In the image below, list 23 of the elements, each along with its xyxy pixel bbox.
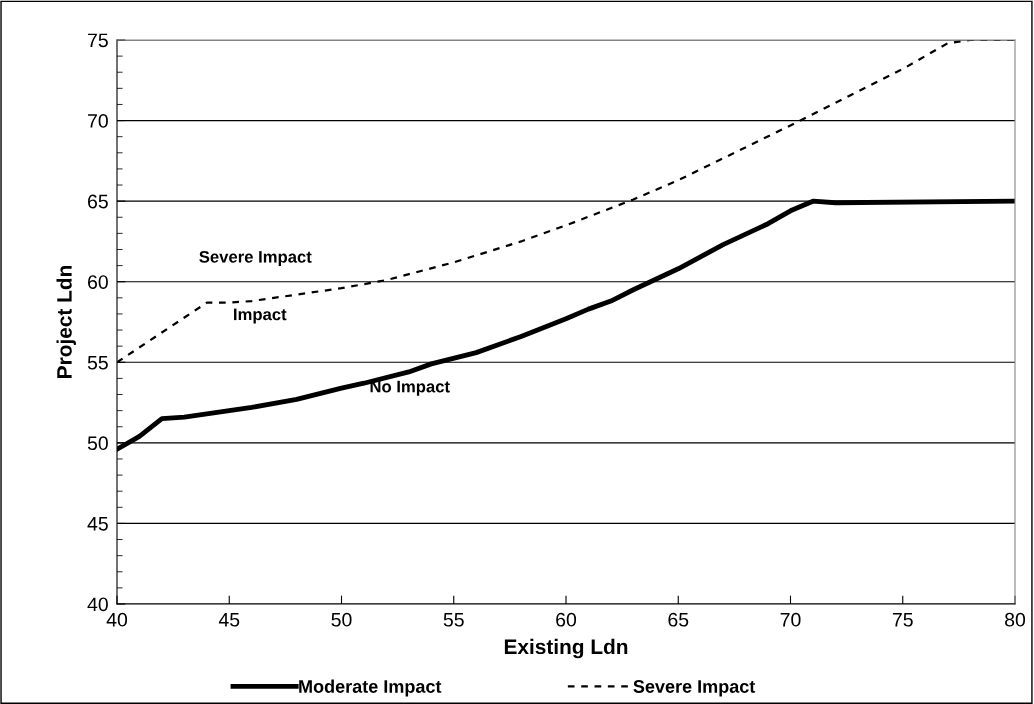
x-axis-title: Existing Ldn [504, 638, 628, 659]
y-tick-label: 50 [87, 436, 108, 451]
y-tick-label: 75 [88, 33, 108, 48]
x-tick-label: 45 [218, 613, 240, 627]
annotation: Severe Impact [199, 250, 312, 267]
y-tick-label: 55 [87, 355, 108, 370]
y-tick-label: 40 [87, 597, 108, 612]
x-tick-label: 65 [668, 612, 689, 627]
y-tick-label: 45 [87, 517, 108, 531]
x-tick-label: 40 [106, 612, 128, 627]
x-tick-label: 75 [892, 613, 913, 627]
x-tick-label: 60 [556, 612, 577, 627]
x-tick-label: 80 [1005, 612, 1026, 627]
y-tick-label: 70 [88, 114, 108, 128]
y-axis-title: Project Ldn [56, 265, 76, 378]
legend-label: Moderate Impact [299, 679, 442, 697]
y-tick-label: 65 [88, 194, 108, 209]
x-tick-label: 70 [780, 612, 801, 627]
y-tick-label: 60 [88, 275, 108, 289]
x-tick-label: 55 [443, 613, 464, 627]
annotation: Impact [234, 308, 287, 324]
legend-label: Severe Impact [633, 680, 756, 697]
x-tick-label: 50 [331, 612, 352, 627]
